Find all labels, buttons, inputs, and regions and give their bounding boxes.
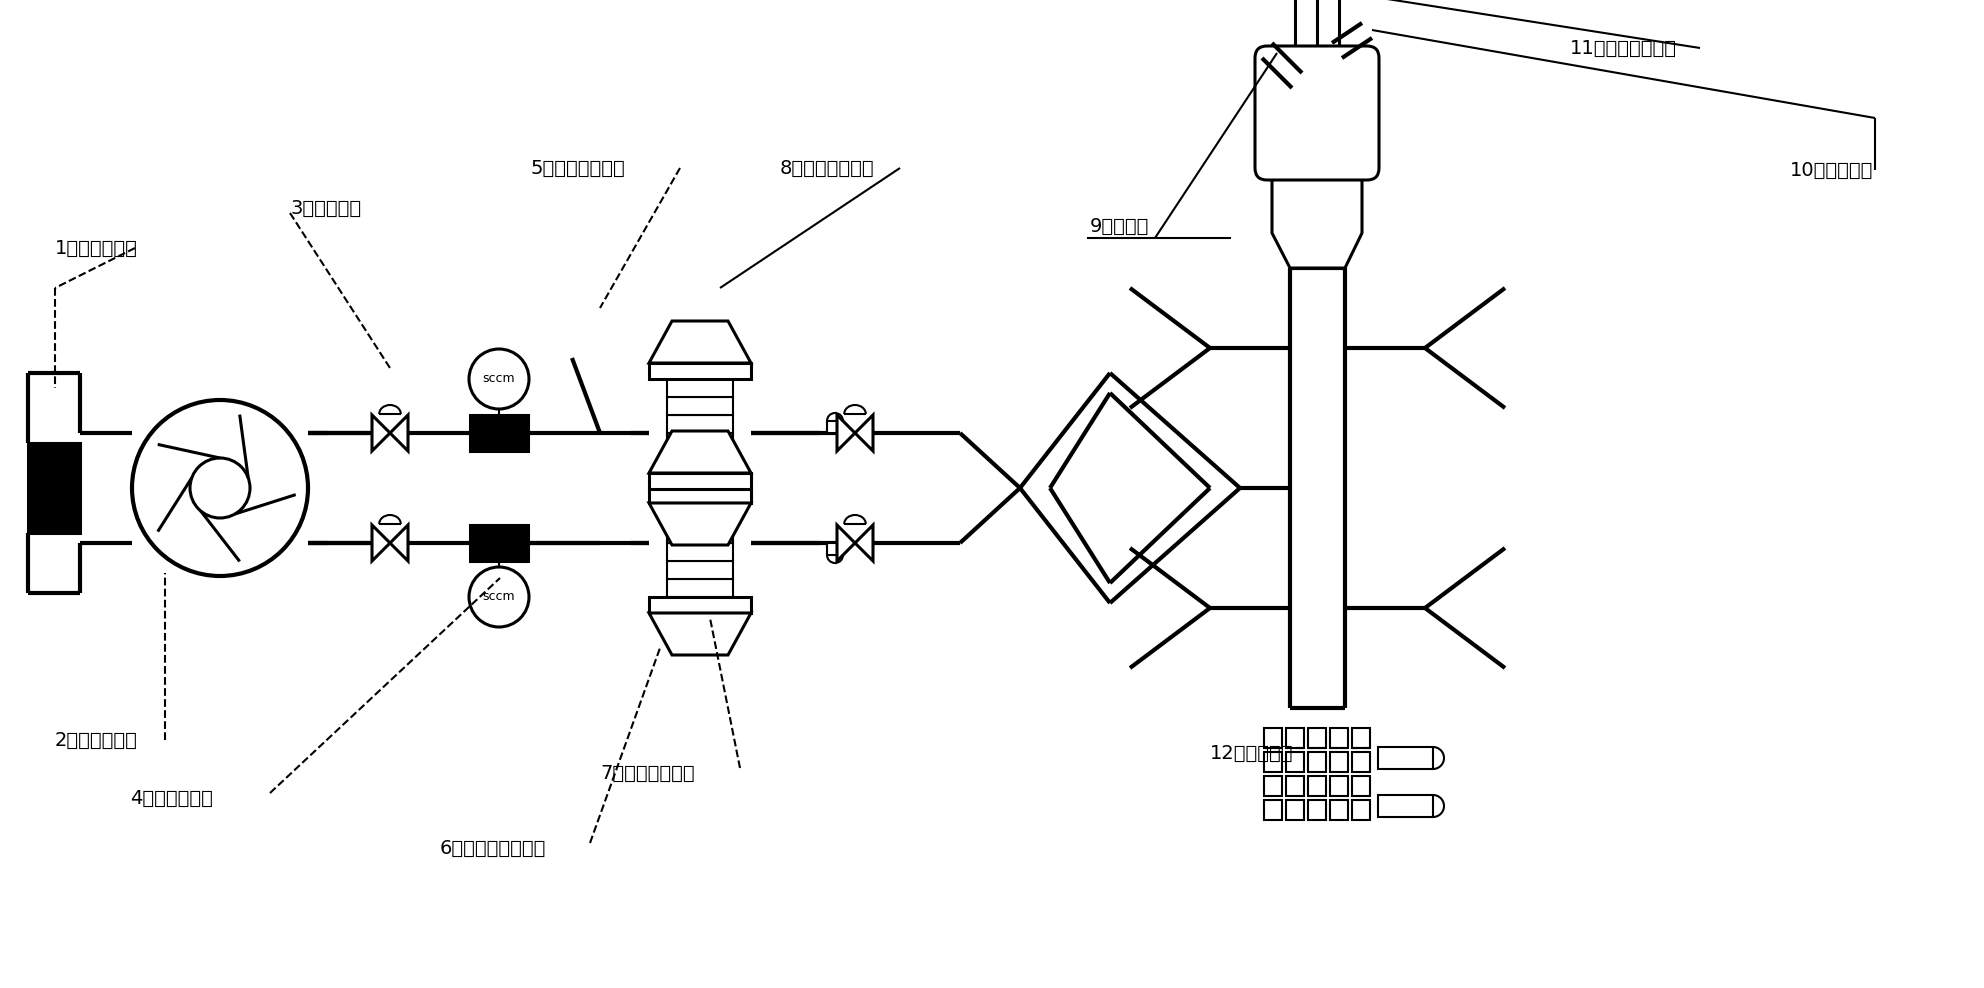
Text: sccm: sccm [482, 372, 516, 385]
Bar [1307, 752, 1325, 772]
Polygon shape [855, 415, 873, 451]
Bar [1286, 776, 1303, 796]
Bar [1351, 728, 1371, 748]
Bar [1286, 800, 1303, 820]
Polygon shape [391, 415, 409, 451]
Bar [470, 525, 528, 561]
Polygon shape [649, 321, 752, 363]
Text: 5、惰性气体入口: 5、惰性气体入口 [530, 158, 625, 178]
Bar [667, 507, 732, 525]
Polygon shape [391, 525, 409, 561]
Bar [649, 363, 752, 379]
Bar [667, 525, 732, 543]
Bar [1264, 800, 1282, 820]
Text: 6、吸水树脂固定床: 6、吸水树脂固定床 [440, 839, 546, 858]
Bar [1264, 776, 1282, 796]
Bar [1307, 728, 1325, 748]
Bar [667, 543, 732, 561]
Text: sccm: sccm [482, 591, 516, 604]
Polygon shape [837, 525, 855, 561]
Bar [667, 415, 732, 433]
Bar [667, 561, 732, 579]
Bar [1351, 800, 1371, 820]
Bar [1307, 800, 1325, 820]
Text: 12、密封闸阀: 12、密封闸阀 [1210, 744, 1294, 763]
Bar [1351, 752, 1371, 772]
Bar [1379, 795, 1432, 817]
Text: 1、原料储料罐: 1、原料储料罐 [56, 238, 137, 258]
Bar [667, 489, 732, 507]
Bar [1264, 728, 1282, 748]
Polygon shape [649, 431, 752, 473]
Text: 10、气体出口: 10、气体出口 [1790, 160, 1873, 180]
Circle shape [190, 458, 250, 518]
Polygon shape [837, 415, 855, 451]
Bar [28, 443, 79, 533]
Bar [1286, 728, 1303, 748]
Bar [649, 473, 752, 489]
Circle shape [468, 567, 530, 627]
Bar [649, 597, 752, 613]
Bar [1329, 728, 1347, 748]
Bar [667, 397, 732, 415]
Text: 11、流化床反应器: 11、流化床反应器 [1569, 39, 1676, 57]
Bar [667, 469, 732, 487]
Text: 7、催化剂固定床: 7、催化剂固定床 [599, 764, 694, 782]
Circle shape [468, 349, 530, 409]
Bar [1329, 776, 1347, 796]
Text: 2、流体输送泵: 2、流体输送泵 [56, 730, 137, 750]
Polygon shape [649, 613, 752, 655]
Bar [1286, 752, 1303, 772]
Bar [1329, 800, 1347, 820]
Polygon shape [373, 525, 391, 561]
Bar [827, 543, 843, 555]
Circle shape [133, 400, 308, 576]
Bar [1351, 776, 1371, 796]
Bar [1307, 776, 1325, 796]
Polygon shape [1272, 168, 1361, 268]
Bar [667, 379, 732, 397]
Text: 8、固定床反应器: 8、固定床反应器 [780, 158, 875, 178]
Polygon shape [855, 525, 873, 561]
Bar [1329, 752, 1347, 772]
Text: 3、阀门开关: 3、阀门开关 [290, 199, 361, 217]
Polygon shape [649, 503, 752, 545]
Text: 4、流体流量计: 4、流体流量计 [131, 788, 212, 807]
Bar [827, 421, 843, 433]
Bar [667, 433, 732, 451]
Polygon shape [373, 415, 391, 451]
Bar [667, 451, 732, 469]
Bar [649, 487, 752, 503]
Bar [1379, 747, 1432, 769]
Bar [667, 579, 732, 597]
Bar [1264, 752, 1282, 772]
Text: 9、进料口: 9、进料口 [1089, 216, 1149, 235]
Bar [470, 415, 528, 451]
FancyBboxPatch shape [1256, 46, 1379, 180]
